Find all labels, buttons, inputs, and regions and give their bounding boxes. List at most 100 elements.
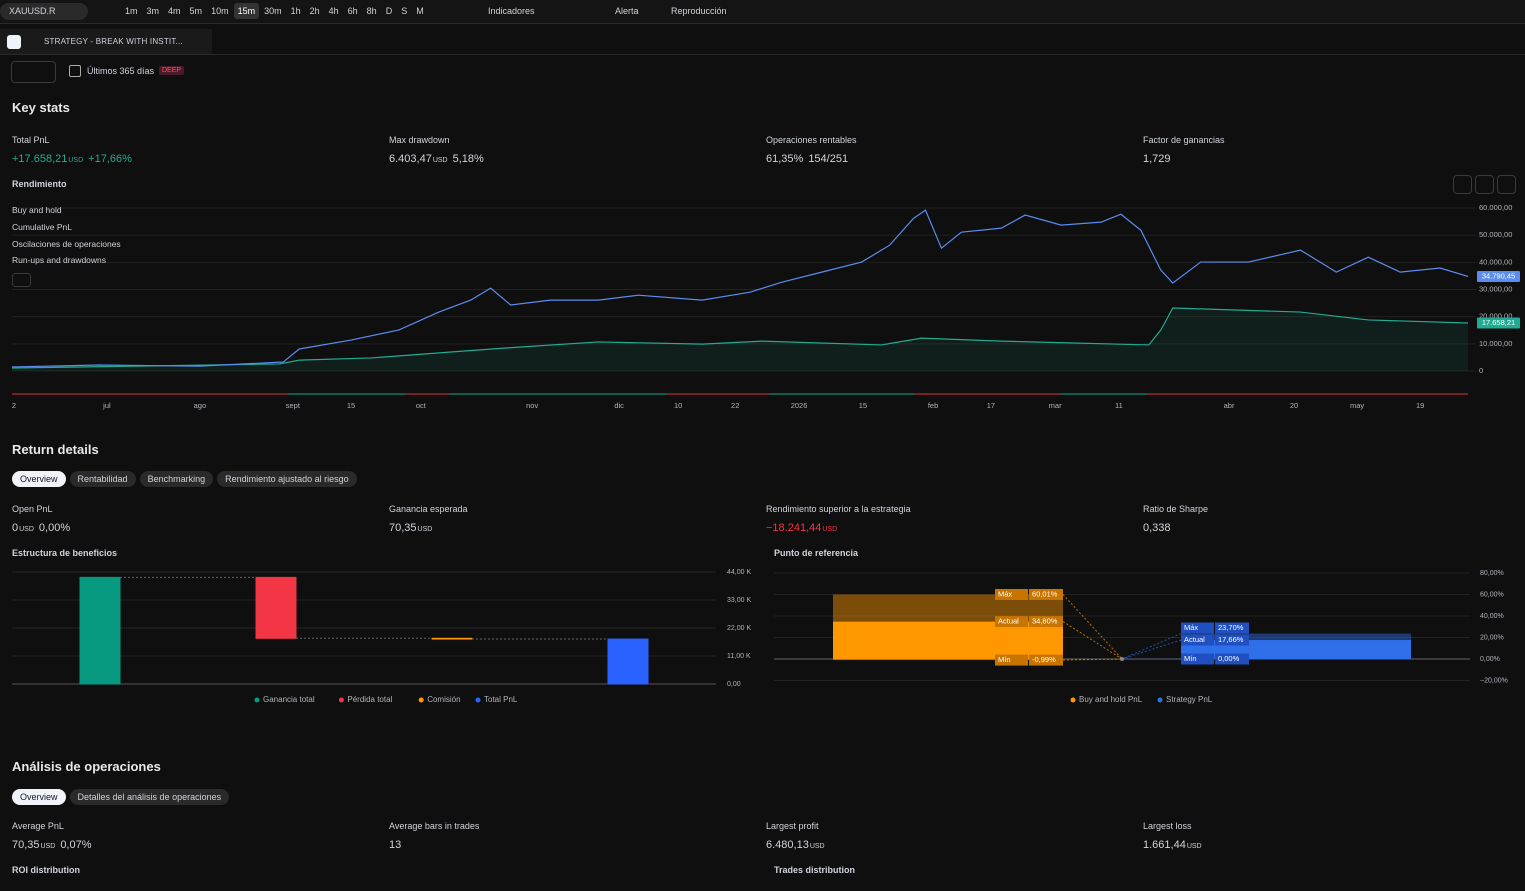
stat-value: 34,80% [1032, 617, 1058, 626]
bar [431, 637, 473, 640]
interval-button[interactable]: 4h [328, 6, 339, 16]
strategy-icon [7, 35, 21, 49]
min-range [833, 659, 1063, 661]
stat-name: Mín [998, 655, 1011, 664]
stat-name: Actual [1184, 635, 1205, 644]
legend-label: Buy and hold [12, 205, 62, 215]
stat-value: -0,99% [1032, 655, 1056, 664]
chart-title: Trades distribution [774, 865, 856, 875]
stat-name-box [995, 654, 1028, 666]
chart-title: Rendimiento [12, 179, 67, 189]
x-tick-label: oct [416, 401, 427, 410]
interval-button[interactable]: 5m [189, 6, 203, 16]
stat-unit: USD [809, 843, 825, 850]
tab-pill[interactable]: Benchmarking [139, 471, 214, 487]
stat-value: 60,01% [1032, 589, 1058, 598]
x-tick-label: mar [1049, 401, 1062, 410]
interval-button[interactable]: D [385, 6, 393, 16]
fullscreen-button[interactable] [1497, 175, 1516, 194]
x-tick-label: 20 [1290, 401, 1298, 410]
guide-line [1121, 633, 1182, 660]
stat-label: Average bars in trades [389, 821, 480, 831]
stat-number: 1.661,44 [1143, 839, 1186, 851]
stat-number: −18.241,44 [766, 522, 822, 534]
y-tick-label: −20,00% [1480, 677, 1508, 684]
tab-pill[interactable]: Overview [12, 471, 66, 487]
y-tick-label: 11,00 K [727, 653, 751, 660]
y-tick-label: 60.000,00 [1479, 203, 1512, 212]
settings-button[interactable] [1453, 175, 1472, 194]
stat-name-box [1181, 634, 1214, 646]
y-tick-label: 0,00 [727, 681, 741, 688]
tab-pill[interactable]: Rentabilidad [69, 471, 136, 487]
stat-label: Largest profit [766, 821, 819, 831]
interval-button[interactable]: S [401, 6, 408, 16]
stat-unit: USD [68, 157, 84, 164]
indicators-button[interactable]: Indicadores [488, 6, 535, 16]
interval-button[interactable]: 10m [211, 6, 229, 16]
collapse-button[interactable] [12, 273, 31, 287]
snapshot-button[interactable] [1475, 175, 1494, 194]
stat-value: 0,00% [1218, 654, 1240, 663]
stat-label: Factor de ganancias [1143, 135, 1225, 145]
replay-button[interactable]: Reproducción [671, 6, 727, 16]
x-tick-label: abr [1224, 401, 1235, 410]
interval-button[interactable]: 6h [347, 6, 358, 16]
stat-value: −18.241,44USD [766, 518, 837, 536]
stat-value: 70,35USD [389, 518, 432, 536]
stat-value: 0USD 0,00% [12, 518, 70, 536]
x-tick-label: dic [614, 401, 624, 410]
stat-name: Actual [998, 617, 1019, 626]
legend-label: Comisión [427, 695, 460, 704]
y-tick-label: 50.000,00 [1479, 230, 1512, 239]
stat-extra: 154/251 [808, 153, 849, 165]
section-title: Análisis de operaciones [12, 759, 161, 774]
symbol-search[interactable]: XAUUSD.R [0, 3, 88, 20]
stat-number: 70,35 [12, 839, 40, 851]
chart-title: Estructura de beneficios [12, 548, 118, 558]
stat-name-box [995, 588, 1028, 600]
x-tick-label: ago [194, 401, 207, 410]
stat-unit: USD [432, 157, 448, 164]
tab-bar [0, 29, 1525, 55]
view-toggle[interactable] [11, 61, 56, 83]
interval-button[interactable]: 30m [264, 6, 282, 16]
interval-button[interactable]: 8h [366, 6, 377, 16]
interval-button[interactable]: 1h [290, 6, 301, 16]
stat-value: 70,35USD 0,07% [12, 835, 92, 853]
y-tick-label: 80,00% [1480, 570, 1504, 577]
legend-dot [1070, 697, 1076, 703]
interval-button[interactable]: 2h [309, 6, 320, 16]
stat-name: Máx [998, 589, 1012, 598]
x-tick-label: 22 [731, 401, 739, 410]
legend-label: Strategy PnL [1166, 695, 1213, 704]
stat-extra: +17,66% [88, 153, 132, 165]
interval-button[interactable]: 15m [233, 3, 260, 19]
guide-line [1062, 658, 1123, 661]
stat-name-box [1181, 653, 1214, 665]
tab[interactable] [0, 29, 212, 54]
stat-unit: USD [822, 526, 838, 533]
interval-button[interactable]: 4m [168, 6, 181, 16]
x-tick-label: 15 [347, 401, 355, 410]
tab-pill[interactable]: Detalles del análisis de operaciones [69, 789, 230, 805]
chart-title: Punto de referencia [774, 548, 859, 558]
alert-button[interactable]: Alerta [615, 6, 639, 16]
stat-label: Operaciones rentables [766, 135, 857, 145]
section-title: Key stats [12, 100, 70, 115]
tab-pill[interactable]: Overview [12, 789, 66, 805]
interval-button[interactable]: 1m [125, 6, 138, 16]
stat-number: 0,338 [1143, 522, 1171, 534]
interval-button[interactable]: M [416, 6, 424, 16]
x-tick-label: 10 [674, 401, 682, 410]
stat-number: +17.658,21 [12, 153, 68, 165]
stat-number: 1,729 [1143, 153, 1171, 165]
legend-label: Run-ups and drawdowns [12, 255, 107, 265]
end-label: 34.790,45 [1482, 271, 1515, 280]
interval-button[interactable]: 3m [146, 6, 160, 16]
tab-pill[interactable]: Rendimiento ajustado al riesgo [217, 471, 357, 487]
calendar-icon [69, 65, 81, 77]
y-tick-label: 20.000,00 [1479, 312, 1512, 321]
